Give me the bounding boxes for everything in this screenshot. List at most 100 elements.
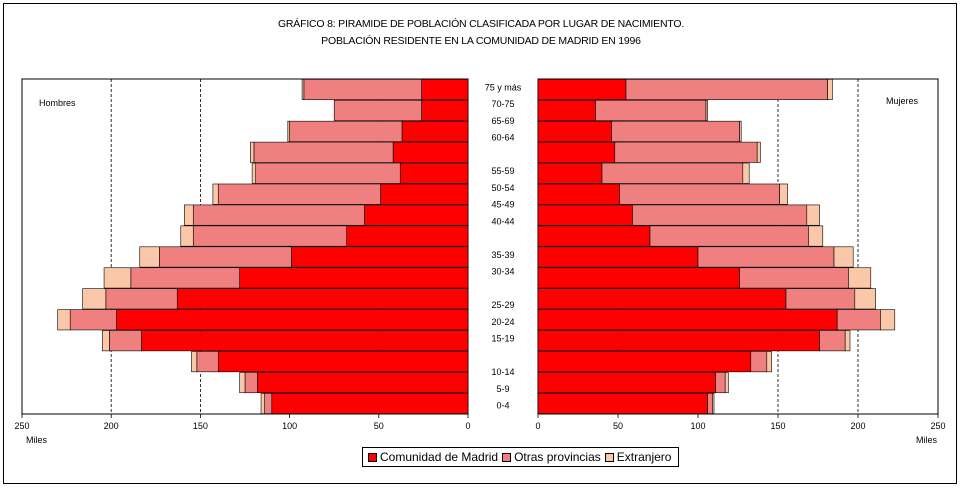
right-tick-label: 100 — [690, 421, 705, 431]
bar-mujeres-extranjero — [806, 204, 820, 226]
right-tick-label: 150 — [770, 421, 785, 431]
bar-mujeres-extranjero — [739, 120, 742, 142]
legend-swatch-madrid — [368, 452, 377, 462]
left-tick-label: 0 — [465, 421, 470, 431]
bar-mujeres-madrid — [537, 141, 616, 163]
bar-hombres-madrid — [217, 351, 469, 373]
bar-hombres-otras — [105, 288, 178, 310]
chart-subtitle: POBLACIÓN RESIDENTE EN LA COMUNIDAD DE M… — [321, 35, 641, 47]
bar-hombres-extranjero — [180, 225, 194, 247]
label-mujeres: Mujeres — [886, 96, 919, 106]
legend-swatch-extranjero — [604, 452, 614, 462]
legend: Comunidad de Madrid Otras provincias Ext… — [362, 447, 680, 467]
bar-mujeres-otras — [611, 120, 740, 142]
age-label: 10-14 — [491, 367, 514, 377]
bar-mujeres-madrid — [537, 246, 699, 268]
bar-mujeres-madrid — [537, 225, 651, 247]
bar-hombres-otras — [255, 162, 401, 184]
bar-hombres-otras — [264, 393, 273, 414]
bar-mujeres-otras — [601, 162, 744, 184]
bar-hombres-extranjero — [212, 183, 219, 205]
bar-mujeres-extranjero — [808, 225, 824, 247]
bar-mujeres-madrid — [537, 79, 627, 100]
bar-hombres-madrid — [257, 372, 469, 394]
right-tick-label: 0 — [535, 421, 540, 431]
bar-hombres-otras — [253, 141, 394, 163]
bar-hombres-otras — [289, 120, 403, 142]
bar-hombres-madrid — [141, 330, 469, 352]
bar-mujeres-madrid — [537, 330, 820, 352]
bar-hombres-extranjero — [260, 393, 265, 414]
bar-hombres-extranjero — [184, 204, 194, 226]
bar-mujeres-madrid — [537, 288, 787, 310]
bar-mujeres-extranjero — [756, 141, 761, 163]
bar-mujeres-madrid — [537, 204, 633, 226]
bar-mujeres-madrid — [537, 120, 612, 142]
left-tick-label: 200 — [104, 421, 119, 431]
bar-hombres-madrid — [399, 162, 469, 184]
chart-title: GRÁFICO 8: PIRAMIDE DE POBLACIÓN CLASIFI… — [277, 18, 685, 30]
bar-hombres-extranjero — [239, 372, 246, 394]
bar-mujeres-extranjero — [880, 309, 896, 331]
bar-hombres-otras — [130, 267, 240, 289]
bar-hombres-otras — [244, 372, 258, 394]
bar-hombres-otras — [303, 79, 422, 100]
bar-mujeres-otras — [739, 267, 849, 289]
bar-mujeres-extranjero — [779, 183, 788, 205]
bar-hombres-otras — [192, 225, 347, 247]
bar-mujeres-otras — [836, 309, 881, 331]
bar-hombres-extranjero — [139, 246, 160, 268]
age-label: 70-75 — [491, 99, 514, 109]
bar-hombres-madrid — [401, 120, 469, 142]
bar-hombres-madrid — [392, 141, 469, 163]
age-label: 25-29 — [491, 300, 514, 310]
bar-mujeres-otras — [632, 204, 808, 226]
right-tick-label: 200 — [850, 421, 865, 431]
bar-hombres-madrid — [271, 393, 469, 414]
bar-mujeres-otras — [595, 99, 707, 121]
legend-label-otras: Otras provincias — [514, 450, 601, 464]
bar-mujeres-madrid — [537, 162, 603, 184]
bar-mujeres-madrid — [537, 309, 838, 331]
bar-mujeres-otras — [614, 141, 758, 163]
left-tick-label: 250 — [14, 421, 29, 431]
bar-hombres-otras — [69, 309, 117, 331]
bar-hombres-madrid — [421, 79, 469, 100]
bar-hombres-otras — [192, 204, 365, 226]
legend-item-extranjero: Extranjero — [604, 450, 672, 464]
bar-mujeres-otras — [697, 246, 835, 268]
bar-hombres-extranjero — [82, 288, 107, 310]
bar-hombres-extranjero — [251, 162, 257, 184]
left-unit-label: Miles — [26, 435, 48, 445]
label-hombres: Hombres — [39, 98, 76, 108]
bar-hombres-otras — [333, 99, 422, 121]
bar-mujeres-extranjero — [712, 393, 715, 414]
bar-mujeres-otras — [619, 183, 780, 205]
bar-mujeres-extranjero — [854, 288, 876, 310]
bar-hombres-madrid — [346, 225, 469, 247]
bar-mujeres-otras — [707, 393, 713, 414]
age-label: 65-69 — [491, 116, 514, 126]
age-label: 50-54 — [491, 183, 514, 193]
bar-hombres-extranjero — [103, 267, 132, 289]
age-label: 35-39 — [491, 250, 514, 260]
bar-mujeres-madrid — [537, 351, 752, 373]
left-tick-label: 150 — [193, 421, 208, 431]
bar-mujeres-extranjero — [724, 372, 729, 394]
age-label: 30-34 — [491, 267, 514, 277]
bar-mujeres-madrid — [537, 183, 620, 205]
bar-hombres-otras — [159, 246, 292, 268]
bar-hombres-madrid — [380, 183, 469, 205]
legend-label-extranjero: Extranjero — [616, 450, 672, 464]
bar-mujeres-extranjero — [705, 99, 708, 121]
age-label: 20-24 — [491, 317, 514, 327]
age-label: 60-64 — [491, 133, 514, 143]
bar-hombres-otras — [196, 351, 219, 373]
age-label: 40-44 — [491, 216, 514, 226]
left-tick-label: 100 — [282, 421, 297, 431]
bar-mujeres-extranjero — [844, 330, 851, 352]
bar-mujeres-madrid — [537, 372, 716, 394]
bar-mujeres-madrid — [537, 99, 596, 121]
legend-swatch-otras — [502, 452, 512, 462]
